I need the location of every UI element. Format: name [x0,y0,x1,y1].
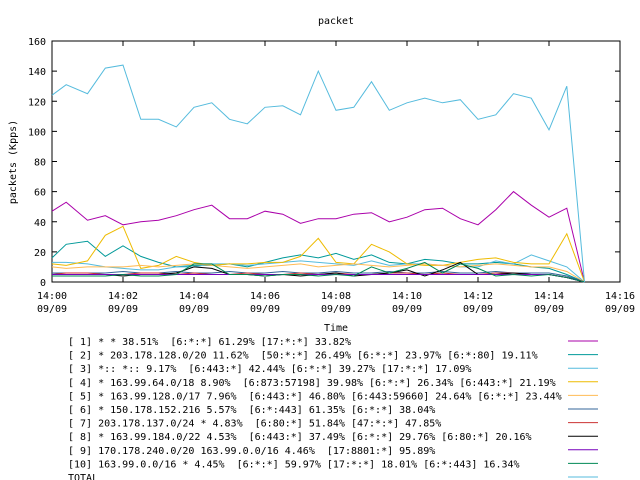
legend-label: [ 6] * 150.178.152.216 5.57% [6:*:443] 6… [68,405,435,416]
series-line-10 [52,261,585,283]
y-tick-label: 120 [28,97,46,108]
y-tick-label: 100 [28,127,46,138]
x-tick-label-date: 09/09 [463,304,493,315]
legend-label: [ 9] 170.178.240.0/20 163.99.0.0/16 4.46… [68,446,435,457]
x-tick-label-time: 14:04 [179,291,209,302]
y-tick-label: 20 [34,248,46,259]
y-tick-label: 80 [34,158,46,169]
x-tick-label-date: 09/09 [108,304,138,315]
x-tick-label-time: 14:02 [108,291,138,302]
y-tick-label: 160 [28,37,46,48]
series-line-3 [52,254,585,283]
legend: [ 1] * * 38.51% [6:*:*] 61.29% [17:*:*] … [68,337,598,480]
x-tick-label-time: 14:10 [392,291,422,302]
y-tick-label: 40 [34,218,46,229]
x-axis-label: Time [324,323,348,334]
x-tick-label-time: 14:00 [37,291,67,302]
legend-label: [ 7] 203.178.137.0/24 * 4.83% [6:80:*] 5… [68,419,441,430]
x-tick-label-date: 09/09 [321,304,351,315]
chart-title: packet [318,16,354,27]
x-tick-label-time: 14:16 [605,291,635,302]
series-lines [51,64,585,283]
plot-frame [51,40,621,283]
x-tick-label-time: 14:08 [321,291,351,302]
y-axis-label: packets (Kpps) [8,120,19,204]
x-tick-label-time: 14:06 [250,291,280,302]
x-tick-label-date: 09/09 [605,304,635,315]
x-tick-label-date: 09/09 [37,304,67,315]
legend-label: [ 5] * 163.99.128.0/17 7.96% [6:443:*] 4… [68,391,562,402]
series-line-9 [52,274,585,283]
legend-label: TOTAL [68,473,98,480]
series-line-4 [51,225,585,283]
y-tick-label: 0 [40,278,46,289]
x-tick-label-time: 14:14 [534,291,564,302]
x-tick-label-date: 09/09 [250,304,280,315]
series-line-5 [51,263,585,283]
axis-ticks: 0 20 40 60 80 100 120 140 160 14:00 09/09 14:02 09/0… [28,37,635,315]
x-tick-label-date: 09/09 [392,304,422,315]
legend-label: [10] 163.99.0.0/16 * 4.45% [6:*:*] 59.97… [68,459,520,470]
series-line-1 [51,190,585,283]
legend-label: [ 8] * 163.99.184.0/22 4.53% [6:443:*] 3… [68,432,532,443]
series-line-11 [51,64,585,283]
series-line-2 [51,240,585,283]
legend-label: [ 1] * * 38.51% [6:*:*] 61.29% [17:*:*] … [68,337,351,348]
legend-label: [ 2] * 203.178.128.0/20 11.62% [50:*:*] … [68,351,538,362]
y-tick-label: 140 [28,67,46,78]
x-tick-label-date: 09/09 [179,304,209,315]
y-tick-label: 60 [34,188,46,199]
x-tick-label-date: 09/09 [534,304,564,315]
legend-label: [ 4] * 163.99.64.0/18 8.90% [6:873:57198… [68,378,556,389]
legend-label: [ 3] *:: *:: 9.17% [6:443:*] 42.44% [6:*… [68,364,471,375]
x-tick-label-time: 14:12 [463,291,493,302]
